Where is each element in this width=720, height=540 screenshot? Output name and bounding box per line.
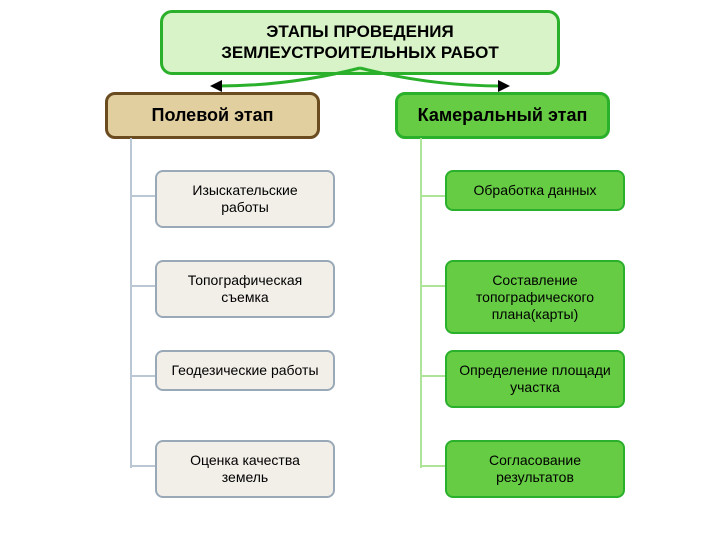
connector-trunk-right xyxy=(420,138,422,468)
connector-trunk-left xyxy=(130,138,132,468)
connector-branch xyxy=(420,195,445,197)
left-item-3: Геодезические работы xyxy=(155,350,335,391)
connector-branch xyxy=(130,375,155,377)
stage-header-left: Полевой этап xyxy=(105,92,320,139)
right-item-2: Составление топографического плана(карты… xyxy=(445,260,625,334)
stage-header-right: Камеральный этап xyxy=(395,92,610,139)
left-item-4: Оценка качества земель xyxy=(155,440,335,498)
left-item-2: Топографическая съемка xyxy=(155,260,335,318)
connector-branch xyxy=(420,465,445,467)
connector-branch xyxy=(130,195,155,197)
connector-branch xyxy=(420,285,445,287)
split-arrow xyxy=(160,64,560,94)
left-item-1: Изыскательские работы xyxy=(155,170,335,228)
connector-branch xyxy=(420,375,445,377)
right-item-4: Согласование результатов xyxy=(445,440,625,498)
right-item-3: Определение площади участка xyxy=(445,350,625,408)
connector-branch xyxy=(130,285,155,287)
connector-branch xyxy=(130,465,155,467)
right-item-1: Обработка данных xyxy=(445,170,625,211)
